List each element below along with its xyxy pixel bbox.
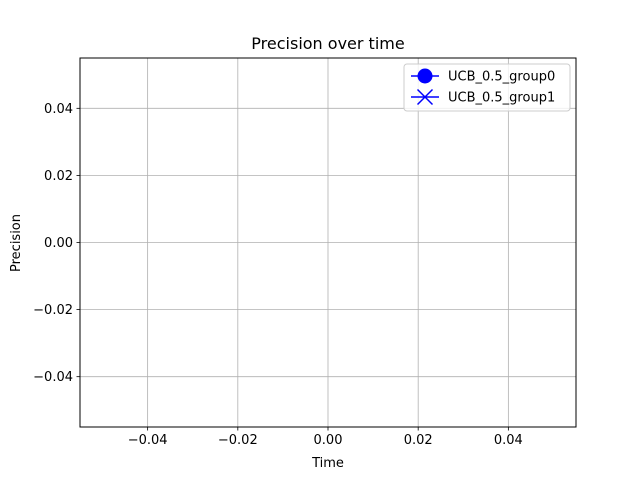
legend-label-group0: UCB_0.5_group0 <box>448 70 555 85</box>
x-tick-label: −0.04 <box>128 433 168 448</box>
legend-box <box>403 63 571 112</box>
x-tick-label: 0.02 <box>404 433 433 448</box>
grid-lines <box>80 58 576 427</box>
y-axis-ticks: −0.04 −0.02 0.00 0.02 0.04 <box>33 102 80 385</box>
x-tick-label: 0.04 <box>494 433 523 448</box>
legend-circle-marker-icon <box>417 68 433 84</box>
y-tick-label: 0.02 <box>44 169 73 184</box>
x-tick-label: 0.00 <box>314 433 343 448</box>
y-tick-label: 0.00 <box>44 236 73 251</box>
chart-title: Precision over time <box>251 34 404 53</box>
x-tick-label: −0.02 <box>218 433 258 448</box>
legend: UCB_0.5_group0 UCB_0.5_group1 <box>403 63 571 112</box>
x-axis-label: Time <box>311 456 344 471</box>
y-axis-label: Precision <box>9 214 24 272</box>
y-tick-label: −0.04 <box>33 370 73 385</box>
y-tick-label: 0.04 <box>44 102 73 117</box>
legend-label-group1: UCB_0.5_group1 <box>448 91 555 106</box>
legend-x-marker-icon <box>416 88 434 106</box>
x-axis-ticks: −0.04 −0.02 0.00 0.02 0.04 <box>128 427 523 448</box>
y-tick-label: −0.02 <box>33 303 73 318</box>
